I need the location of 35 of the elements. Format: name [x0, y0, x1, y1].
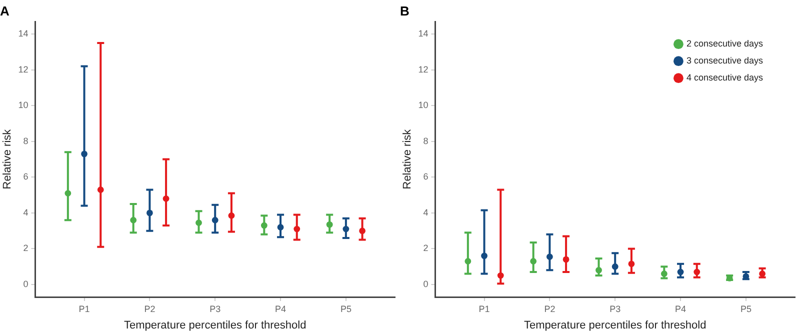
chart-title: B — [400, 3, 410, 18]
x-tick-label: P5 — [340, 304, 352, 314]
x-tick-label: P3 — [610, 304, 621, 314]
y-tick-label: 10 — [418, 100, 428, 110]
legend-label: 3 consecutive days — [686, 56, 764, 66]
y-tick-label: 12 — [18, 64, 28, 74]
y-tick-label: 14 — [418, 28, 428, 39]
y-tick-label: 2 — [423, 243, 428, 254]
y-axis-title: Relative risk — [402, 128, 414, 190]
legend-label: 2 consecutive days — [686, 38, 764, 49]
x-tick-label: P5 — [740, 304, 752, 314]
legend-label: 4 consecutive days — [686, 72, 764, 83]
x-axis-title: Temperature percentiles for threshold — [124, 319, 306, 332]
x-tick-label: P4 — [675, 304, 686, 314]
y-tick-label: 2 — [23, 243, 28, 254]
y-tick-label: 6 — [23, 172, 28, 182]
y-axis-title: Relative risk — [2, 128, 14, 190]
x-tick-label: P3 — [210, 304, 221, 314]
x-tick-label: P2 — [144, 304, 156, 314]
x-axis-title: Temperature percentiles for threshold — [524, 319, 706, 332]
y-tick-label: 4 — [23, 207, 28, 218]
y-tick-label: 14 — [18, 28, 28, 39]
x-tick-label: P1 — [78, 304, 90, 314]
y-tick-label: 12 — [418, 64, 428, 74]
y-tick-label: 8 — [23, 136, 28, 146]
y-tick-label: 0 — [23, 278, 28, 289]
y-tick-label: 0 — [423, 278, 428, 289]
y-tick-label: 8 — [423, 136, 428, 146]
chart-title: A — [0, 3, 10, 18]
y-tick-label: 6 — [423, 172, 428, 182]
x-tick-label: P2 — [544, 304, 556, 314]
y-tick-label: 10 — [18, 100, 28, 110]
x-tick-label: P1 — [478, 304, 490, 314]
x-tick-label: P4 — [275, 304, 286, 314]
y-tick-label: 4 — [423, 207, 428, 218]
